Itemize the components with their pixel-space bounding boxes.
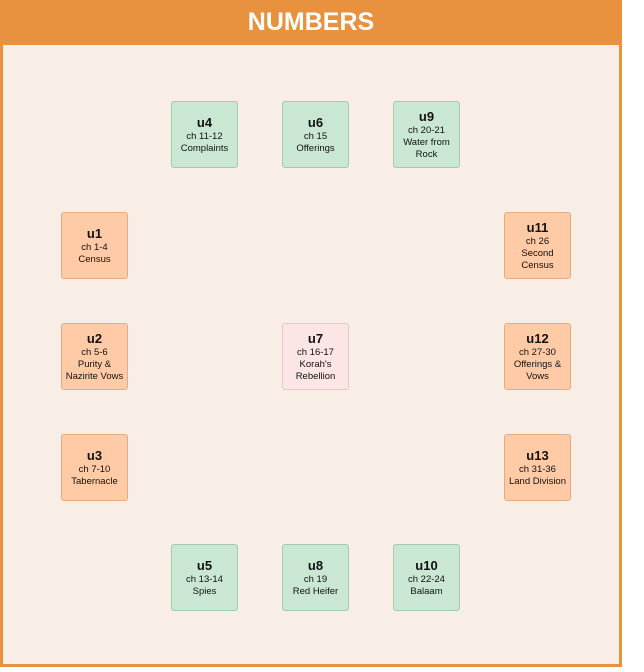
unit-box-u9: u9 ch 20-21 Water from Rock	[393, 101, 460, 168]
unit-id: u2	[86, 331, 103, 346]
unit-id: u5	[196, 557, 213, 573]
unit-chapters: ch 1-4	[81, 241, 108, 253]
unit-chapters: ch 19	[303, 573, 328, 585]
unit-box-u3: u3 ch 7-10 Tabernacle	[61, 434, 128, 501]
unit-topic: Purity & Nazirite Vows	[65, 359, 124, 382]
unit-topic: Tabernacle	[71, 475, 118, 487]
unit-topic: Spies	[192, 585, 217, 597]
unit-topic: Balaam	[410, 585, 443, 597]
unit-id: u10	[415, 557, 438, 573]
unit-topic: Second Census	[521, 248, 554, 271]
unit-topic: Offerings & Vows	[513, 359, 562, 382]
unit-chapters: ch 27-30	[519, 347, 556, 358]
unit-chapters: ch 11-12	[186, 130, 223, 142]
unit-id: u1	[86, 225, 103, 241]
unit-id: u8	[307, 557, 324, 573]
unit-box-u4: u4 ch 11-12 Complaints	[171, 101, 238, 168]
unit-chapters: ch 20-21	[408, 125, 445, 136]
unit-box-u6: u6 ch 15 Offerings	[282, 101, 349, 168]
unit-topic: Red Heifer	[292, 585, 339, 597]
unit-box-u5: u5 ch 13-14 Spies	[171, 544, 238, 611]
unit-chapters: ch 26	[525, 236, 550, 247]
unit-id: u13	[526, 447, 549, 463]
unit-box-u7: u7 ch 16-17 Korah's Rebellion	[282, 323, 349, 390]
unit-id: u7	[307, 331, 324, 346]
unit-topic: Land Division	[508, 475, 567, 487]
unit-topic: Complaints	[180, 142, 229, 154]
unit-box-u11: u11 ch 26 Second Census	[504, 212, 571, 279]
unit-id: u12	[526, 331, 549, 346]
unit-chapters: ch 15	[303, 130, 328, 142]
title-banner: NUMBERS	[0, 0, 622, 45]
unit-box-u8: u8 ch 19 Red Heifer	[282, 544, 349, 611]
unit-topic: Offerings	[296, 142, 335, 154]
unit-box-u10: u10 ch 22-24 Balaam	[393, 544, 460, 611]
unit-id: u3	[86, 447, 103, 463]
title: NUMBERS	[247, 8, 375, 36]
unit-box-u12: u12 ch 27-30 Offerings & Vows	[504, 323, 571, 390]
unit-id: u6	[307, 114, 324, 130]
unit-topic: Census	[78, 253, 111, 265]
unit-id: u9	[418, 109, 435, 124]
unit-topic: Korah's Rebellion	[295, 359, 336, 382]
unit-chapters: ch 22-24	[408, 573, 445, 585]
unit-box-u2: u2 ch 5-6 Purity & Nazirite Vows	[61, 323, 128, 390]
unit-box-u13: u13 ch 31-36 Land Division	[504, 434, 571, 501]
unit-box-u1: u1 ch 1-4 Census	[61, 212, 128, 279]
unit-chapters: ch 16-17	[297, 347, 334, 358]
unit-topic: Water from Rock	[403, 137, 450, 160]
unit-chapters: ch 31-36	[519, 463, 556, 475]
unit-chapters: ch 7-10	[78, 463, 111, 475]
unit-chapters: ch 13-14	[186, 573, 223, 585]
unit-id: u11	[526, 220, 549, 235]
unit-id: u4	[196, 114, 213, 130]
unit-chapters: ch 5-6	[81, 347, 108, 358]
